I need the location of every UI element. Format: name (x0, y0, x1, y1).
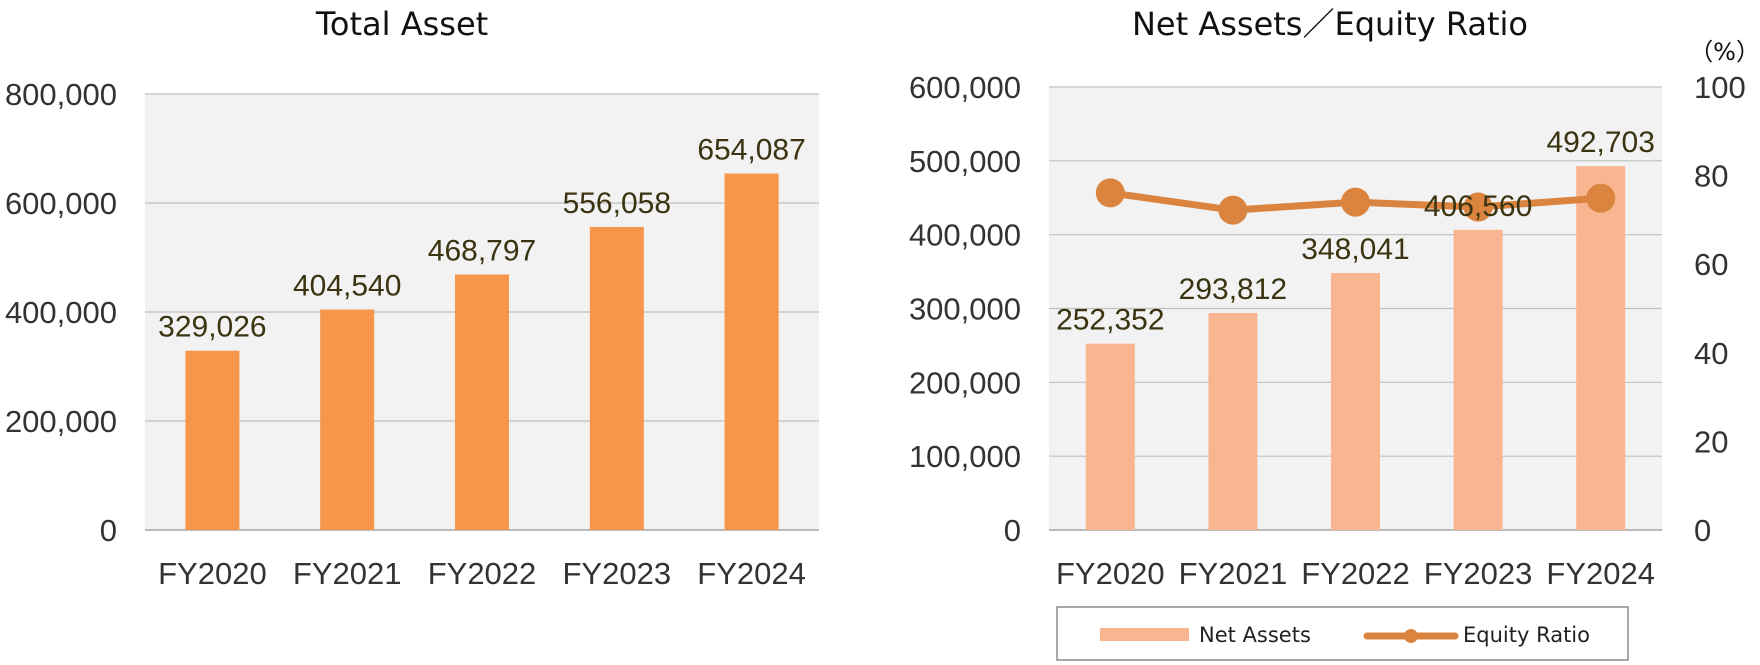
bar-net-assets (1576, 166, 1626, 530)
equity-ratio-marker (1463, 192, 1493, 222)
x-tick-label: FY2022 (428, 556, 537, 591)
y-tick-label: 600,000 (909, 70, 1021, 105)
equity-ratio-marker (1218, 195, 1248, 225)
equity-ratio-marker (1341, 187, 1370, 217)
bar-total-asset (724, 173, 779, 530)
data-label: 252,352 (1056, 304, 1164, 337)
equity-ratio-right-y-axis: 0 20 40 60 80 100 (1694, 70, 1746, 548)
data-label: 406,560 (1424, 190, 1532, 223)
total-asset-x-axis: FY2020 FY2021 FY2022 FY2023 FY2024 (158, 556, 806, 591)
y-tick-label: 0 (100, 513, 117, 548)
equity-ratio-unit-label: （%） (1689, 38, 1760, 66)
y2-tick-label: 20 (1694, 424, 1728, 459)
legend-net-assets-swatch (1100, 628, 1189, 641)
y2-tick-label: 40 (1694, 336, 1728, 371)
x-tick-label: FY2020 (158, 556, 267, 591)
net-assets-data-labels: 252,352 293,812 348,041 406,560 492,703 (1056, 126, 1655, 336)
legend-net-assets-label: Net Assets (1199, 623, 1311, 647)
y2-tick-label: 60 (1694, 247, 1728, 282)
x-tick-label: FY2023 (1424, 556, 1533, 591)
bar-total-asset (185, 350, 240, 530)
total-asset-y-axis: 0 200,000 400,000 600,000 800,000 (5, 77, 117, 548)
net-assets-title: Net Assets／Equity Ratio (1132, 5, 1528, 43)
data-label: 348,041 (1301, 233, 1409, 266)
x-tick-label: FY2022 (1301, 556, 1410, 591)
equity-ratio-marker (1586, 183, 1616, 213)
y-tick-label: 200,000 (909, 365, 1021, 400)
y2-tick-label: 80 (1694, 159, 1728, 194)
data-label: 654,087 (697, 134, 805, 167)
x-tick-label: FY2023 (563, 556, 672, 591)
total-asset-title: Total Asset (315, 5, 488, 43)
total-asset-bars (185, 173, 779, 530)
data-label: 329,026 (158, 311, 266, 344)
net-assets-x-axis: FY2020 FY2021 FY2022 FY2023 FY2024 (1056, 556, 1655, 591)
y-tick-label: 600,000 (5, 186, 117, 221)
bar-total-asset (455, 274, 509, 530)
y-tick-label: 200,000 (5, 404, 117, 439)
y-tick-label: 500,000 (909, 144, 1021, 179)
y-tick-label: 800,000 (5, 77, 117, 112)
data-label: 293,812 (1179, 273, 1287, 306)
net-assets-left-y-axis: 0 100,000 200,000 300,000 400,000 500,000 600,… (909, 70, 1021, 548)
y-tick-label: 400,000 (5, 295, 117, 330)
x-tick-label: FY2024 (1546, 556, 1655, 591)
x-tick-label: FY2020 (1056, 556, 1165, 591)
x-tick-label: FY2024 (697, 556, 806, 591)
legend-equity-ratio-label: Equity Ratio (1463, 623, 1590, 647)
bar-net-assets (1208, 313, 1258, 530)
equity-ratio-line (1095, 178, 1616, 225)
total-asset-data-labels: 329,026 404,540 468,797 556,058 654,087 (158, 134, 806, 344)
y-tick-label: 100,000 (909, 439, 1021, 474)
data-label: 556,058 (563, 187, 671, 220)
bar-total-asset (320, 309, 375, 530)
legend: Net Assets Equity Ratio (1056, 606, 1629, 661)
net-assets-equity-chart: 0 100,000 200,000 300,000 400,000 500,000 600,… (909, 5, 1760, 661)
x-tick-label: FY2021 (1179, 556, 1288, 591)
legend-equity-ratio-marker (1404, 629, 1418, 643)
total-asset-chart: 0 200,000 400,000 600,000 800,000 329,026 404… (5, 5, 819, 591)
data-label: 492,703 (1546, 126, 1654, 159)
x-tick-label: FY2021 (293, 556, 402, 591)
equity-ratio-marker (1095, 178, 1125, 208)
data-label: 404,540 (293, 270, 401, 303)
net-assets-bars (1085, 166, 1626, 531)
data-label: 468,797 (428, 235, 536, 268)
y-tick-label: 400,000 (909, 218, 1021, 253)
bar-net-assets (1331, 273, 1380, 530)
y-tick-label: 300,000 (909, 292, 1021, 327)
y2-tick-label: 100 (1694, 70, 1746, 105)
y2-tick-label: 0 (1694, 513, 1711, 548)
bar-net-assets (1085, 343, 1135, 530)
bar-total-asset (589, 226, 644, 530)
bar-net-assets (1453, 229, 1503, 531)
y-tick-label: 0 (1004, 513, 1021, 548)
